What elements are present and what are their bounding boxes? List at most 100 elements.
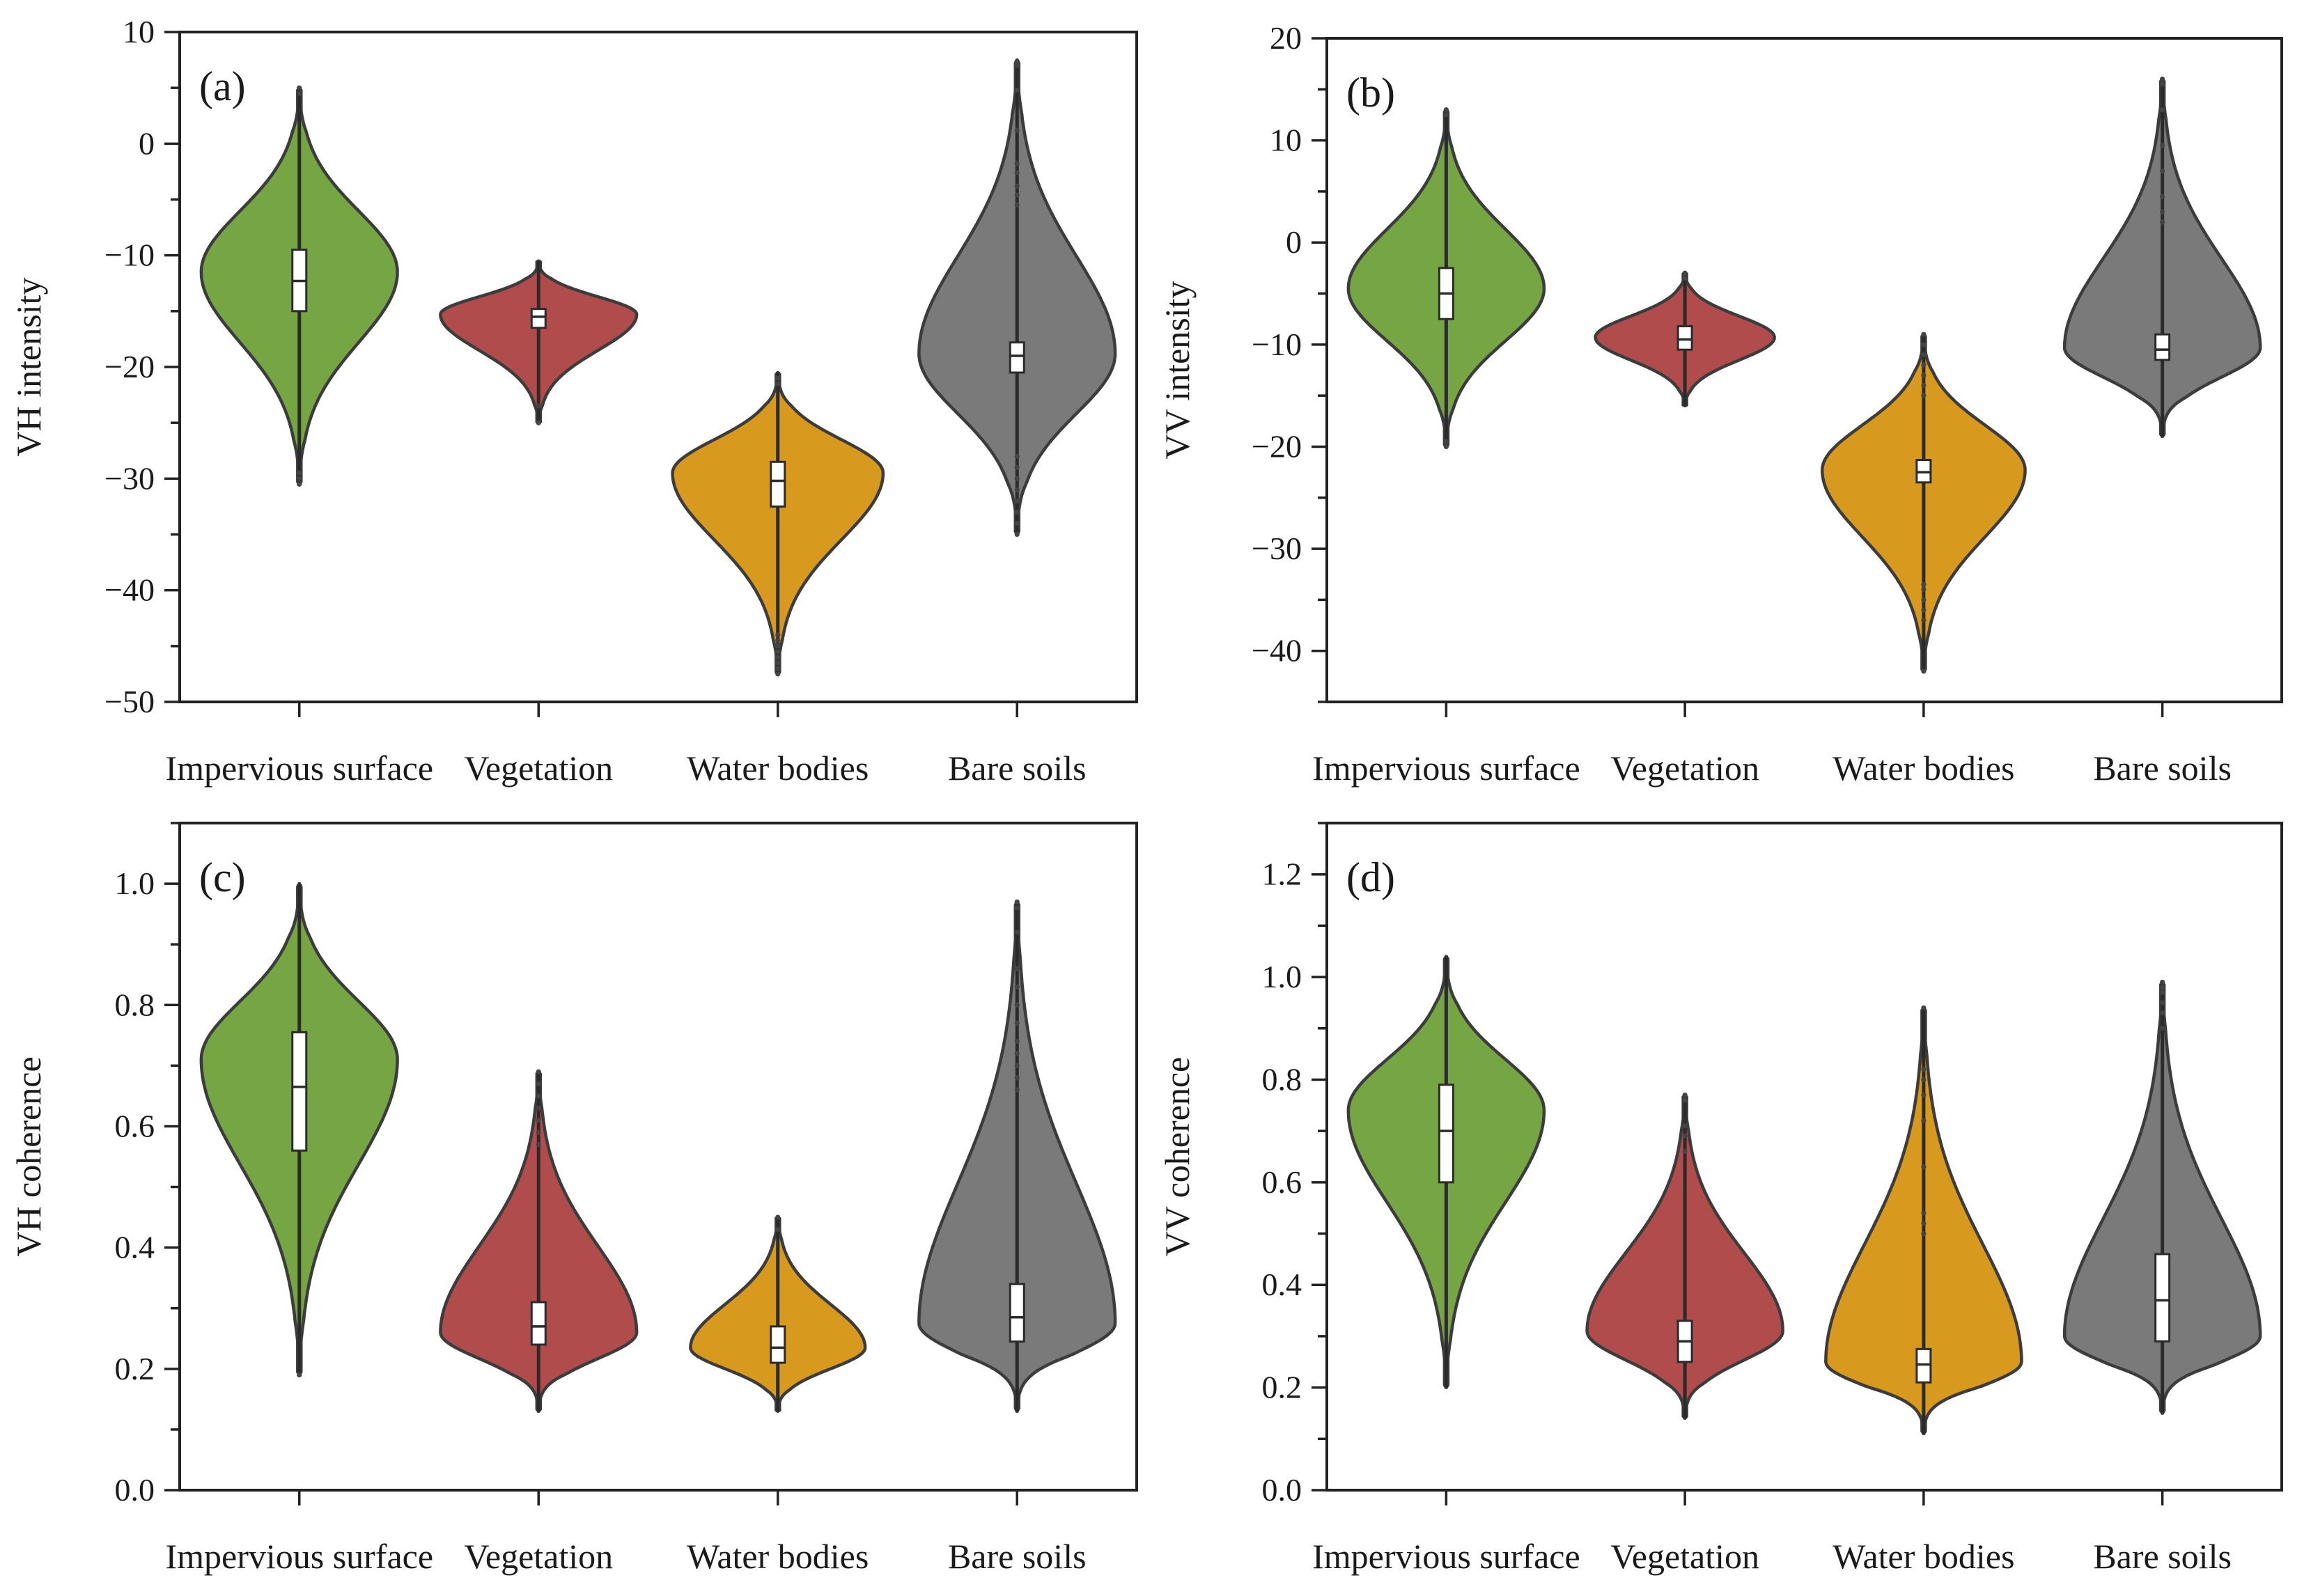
y-tick-label: 1.0	[115, 866, 155, 901]
violin-bare	[2062, 979, 2262, 1415]
outlier-point	[1014, 905, 1020, 911]
outlier-point	[1014, 464, 1020, 470]
outlier-point	[1014, 1063, 1020, 1068]
outlier-point	[536, 1129, 541, 1135]
outlier-point	[536, 1118, 541, 1123]
outlier-point	[1014, 487, 1020, 492]
outlier-point	[1014, 531, 1020, 538]
outlier-point	[536, 403, 541, 409]
outlier-point	[775, 655, 781, 660]
panel-label: (d)	[1346, 854, 1395, 900]
x-tick-label: Water bodies	[1833, 749, 2014, 788]
outlier-point	[1921, 1164, 1927, 1170]
chart-svg-a: 10 0 −10 −20 −30 −40 −50 VH intensity (a) Impervi…	[9, 14, 1138, 788]
chart-svg-c: 1.0 0.8 0.6 0.4 0.2 0.0 VH coherence (c) Impervi…	[9, 822, 1138, 1576]
chart-svg-b: 20 10 0 −10 −20 −30 −40 VV intensity (b) Impervio…	[1158, 20, 2283, 788]
outlier-point	[1921, 1005, 1927, 1010]
outlier-point	[1921, 1221, 1927, 1226]
y-tick-label: 0.4	[1262, 1267, 1302, 1302]
violin-vegetation	[1585, 1092, 1784, 1421]
y-axis-label: VV coherence	[1158, 1057, 1197, 1256]
outlier-point	[1921, 352, 1927, 358]
outlier-point	[1921, 597, 1927, 602]
outlier-point	[2160, 81, 2165, 87]
outlier-point	[2160, 219, 2165, 225]
outlier-point	[775, 671, 781, 677]
violin-impervious	[199, 882, 399, 1378]
outlier-point	[775, 649, 781, 655]
outlier-point	[2160, 209, 2165, 214]
outlier-point	[2160, 989, 2165, 995]
violin-water	[1820, 331, 2027, 674]
violin-vegetation	[439, 259, 639, 425]
outlier-point	[1921, 382, 1927, 389]
outlier-point	[1921, 607, 1927, 613]
outlier-point	[536, 1105, 541, 1111]
violin-bare	[917, 899, 1117, 1414]
y-tick-label: 0.0	[1262, 1472, 1302, 1508]
outlier-point	[297, 85, 302, 91]
outlier-point	[2160, 143, 2165, 148]
outlier-point	[2160, 985, 2165, 990]
y-tick-label: −20	[104, 349, 155, 384]
panel-a: 10 0 −10 −20 −30 −40 −50 VH intensity (a) Impervi…	[0, 0, 1156, 798]
y-tick-label: 1.2	[1262, 856, 1302, 892]
outlier-point	[536, 420, 541, 425]
y-tick-label: 0.8	[115, 987, 155, 1022]
panel-b: 20 10 0 −10 −20 −30 −40 VV intensity (b) Impervio…	[1156, 0, 2311, 798]
outlier-point	[775, 660, 781, 666]
y-tick-label: 10	[123, 14, 155, 49]
x-tick-label: Bare soils	[948, 749, 1087, 788]
outlier-point	[1921, 331, 1927, 337]
iqr-box	[1915, 1347, 1932, 1384]
iqr-box	[291, 1031, 308, 1152]
outlier-point	[775, 375, 781, 381]
outlier-point	[536, 1141, 541, 1148]
outlier-point	[1014, 453, 1020, 459]
y-tick-label: −20	[1252, 428, 1302, 464]
y-tick-label: −30	[104, 460, 155, 496]
outlier-point	[1014, 1075, 1020, 1081]
plot-frame	[178, 822, 1138, 1492]
outlier-point	[1921, 587, 1927, 593]
outlier-point	[2160, 1000, 2165, 1006]
y-tick-label: −30	[1252, 531, 1302, 566]
x-tick-label: Impervious surface	[1312, 1537, 1580, 1576]
outlier-point	[2160, 1010, 2165, 1016]
outlier-point	[1682, 1133, 1688, 1139]
y-tick-label: 0.2	[1262, 1370, 1302, 1405]
y-tick-label: 0.6	[115, 1108, 155, 1143]
violin-water	[671, 370, 885, 677]
outlier-point	[1014, 63, 1020, 68]
y-axis-label: VV intensity	[1158, 281, 1197, 459]
outlier-point	[1682, 1123, 1688, 1129]
chart-svg-d: 1.2 1.0 0.8 0.6 0.4 0.2 0.0 VV coherence (d) Impe…	[1158, 822, 2283, 1576]
outlier-point	[2160, 107, 2165, 113]
x-tick-label: Impervious surface	[165, 1537, 433, 1576]
outlier-point	[1921, 342, 1927, 347]
iqr-box	[530, 308, 547, 329]
outlier-point	[1443, 112, 1449, 118]
y-tick-label: −40	[104, 572, 155, 608]
outlier-point	[297, 1372, 302, 1378]
x-tick-label: Impervious surface	[165, 749, 433, 788]
iqr-box	[770, 1325, 786, 1364]
y-tick-label: 10	[1270, 123, 1302, 158]
outlier-point	[775, 643, 781, 649]
outlier-point	[1921, 668, 1927, 674]
x-tick-label: Vegetation	[1610, 1537, 1759, 1576]
outlier-point	[1682, 1092, 1688, 1098]
outlier-point	[1014, 966, 1020, 971]
y-axis-label: VH coherence	[9, 1056, 48, 1256]
outlier-point	[1014, 183, 1020, 189]
outlier-point	[1014, 520, 1020, 526]
x-tick-label: Bare soils	[2093, 749, 2232, 788]
outlier-point	[1921, 373, 1927, 378]
panel-label: (a)	[199, 63, 246, 109]
outlier-point	[1014, 899, 1020, 905]
outlier-point	[297, 91, 302, 96]
y-tick-label: 20	[1270, 20, 1302, 56]
x-tick-label: Bare soils	[2093, 1537, 2232, 1576]
outlier-point	[2160, 194, 2165, 199]
